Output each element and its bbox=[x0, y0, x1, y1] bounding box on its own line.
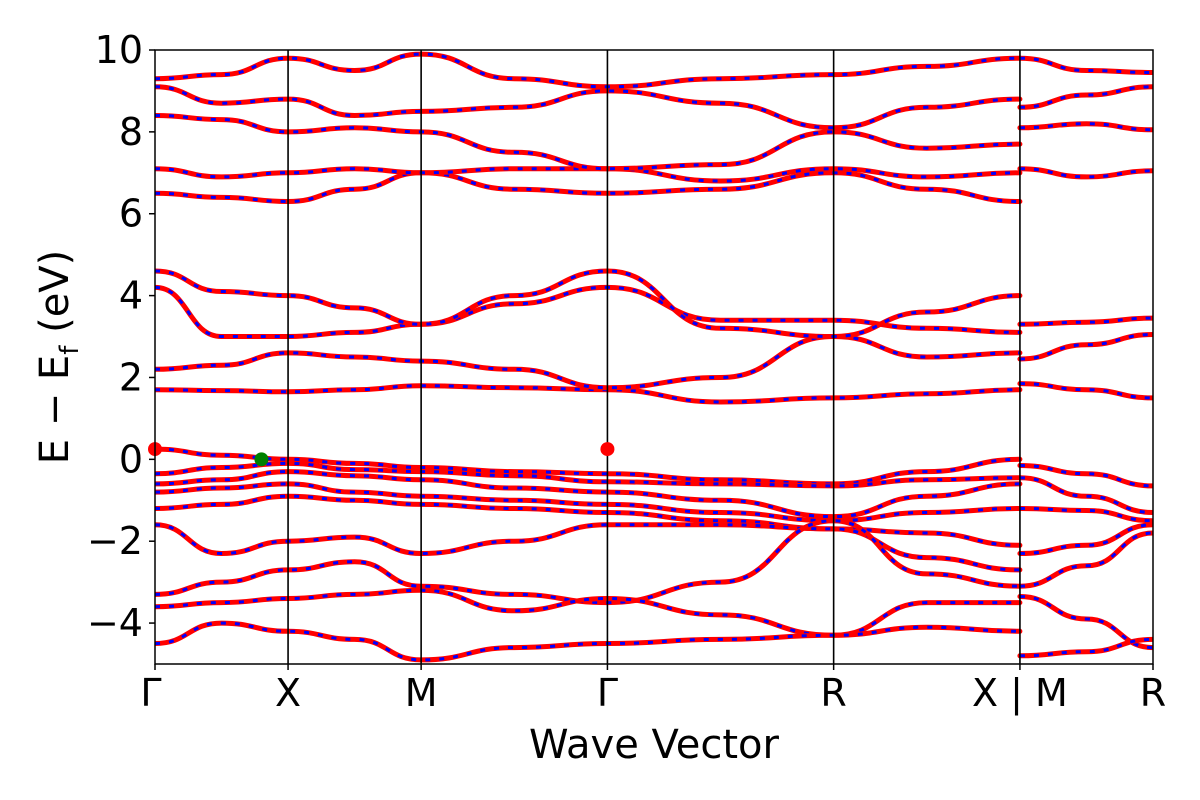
band-dash-13 bbox=[155, 171, 1020, 204]
y-tick-label-1: −2 bbox=[87, 519, 143, 563]
band-dash-26 bbox=[1019, 333, 1153, 361]
band-dash-0 bbox=[155, 447, 1020, 486]
band-dash-23 bbox=[1019, 595, 1153, 650]
band-line-10 bbox=[155, 333, 1023, 391]
band-line-25 bbox=[1017, 381, 1153, 401]
band-dash-18 bbox=[1019, 464, 1153, 488]
band-dash-15 bbox=[155, 114, 1020, 171]
y-axis-title-main: E − E bbox=[32, 355, 78, 465]
band-dash-22 bbox=[1019, 531, 1153, 588]
y-tick-label-2: 0 bbox=[119, 437, 143, 481]
x-tick-label-6: R bbox=[1140, 671, 1166, 715]
kpoint-lines bbox=[287, 50, 1021, 664]
band-dash-6 bbox=[155, 519, 1020, 605]
y-axis-title-unit: (eV) bbox=[32, 250, 78, 346]
y-tick-label-7: 10 bbox=[95, 28, 143, 72]
y-tick-label-5: 6 bbox=[119, 192, 143, 236]
band-dash-31 bbox=[1019, 56, 1153, 74]
band-dash-19 bbox=[1019, 476, 1153, 514]
x-axis-title: Wave Vector bbox=[529, 722, 780, 768]
y-axis-title: E − Ef (eV) bbox=[32, 250, 85, 465]
band-line-28 bbox=[1017, 166, 1153, 180]
x-tick-label-4: R bbox=[820, 671, 846, 715]
y-tick-label-3: 2 bbox=[119, 355, 143, 399]
band-dash-30 bbox=[1019, 85, 1153, 109]
band-dash-21 bbox=[1019, 523, 1153, 555]
y-axis-ticks: −4 −2 0 2 4 6 8 10 bbox=[87, 28, 155, 645]
y-axis-title-sub: f bbox=[55, 345, 85, 355]
extrema-markers bbox=[148, 442, 615, 467]
band-dash-1 bbox=[155, 461, 1020, 488]
band-dash-16 bbox=[155, 85, 1020, 130]
band-line-29 bbox=[1017, 121, 1153, 133]
x-tick-label-5: X | M bbox=[972, 671, 1068, 716]
band-line-9 bbox=[155, 383, 1023, 405]
band-line-20 bbox=[1017, 506, 1153, 524]
band-dash-12 bbox=[155, 269, 1020, 339]
x-tick-label-3: Γ bbox=[597, 671, 618, 715]
band-dash-14 bbox=[155, 167, 1020, 183]
x-tick-label-0: Γ bbox=[140, 671, 161, 715]
band-dash-7 bbox=[155, 588, 1020, 637]
band-dash-11 bbox=[155, 285, 1020, 338]
band-dash-17 bbox=[155, 52, 1020, 89]
y-tick-label-4: 4 bbox=[119, 274, 143, 318]
x-tick-label-2: M bbox=[405, 671, 438, 715]
y-tick-label-6: 8 bbox=[119, 110, 143, 154]
y-tick-label-0: −4 bbox=[87, 601, 143, 645]
vbm-marker bbox=[254, 452, 269, 467]
band-dash-2 bbox=[155, 470, 1020, 519]
x-tick-label-1: X bbox=[275, 671, 301, 715]
band-dash-4 bbox=[155, 494, 1020, 547]
band-dash-8 bbox=[155, 621, 1020, 662]
x-axis-ticks: Γ X M Γ R X | M R bbox=[140, 664, 1166, 716]
band-line-27 bbox=[1017, 315, 1153, 327]
plot-frame bbox=[154, 49, 1154, 665]
bands-layer bbox=[155, 51, 1153, 663]
band-dash-24 bbox=[1019, 637, 1153, 658]
cbm-marker-1 bbox=[600, 442, 615, 457]
band-dash-3 bbox=[155, 482, 1020, 523]
